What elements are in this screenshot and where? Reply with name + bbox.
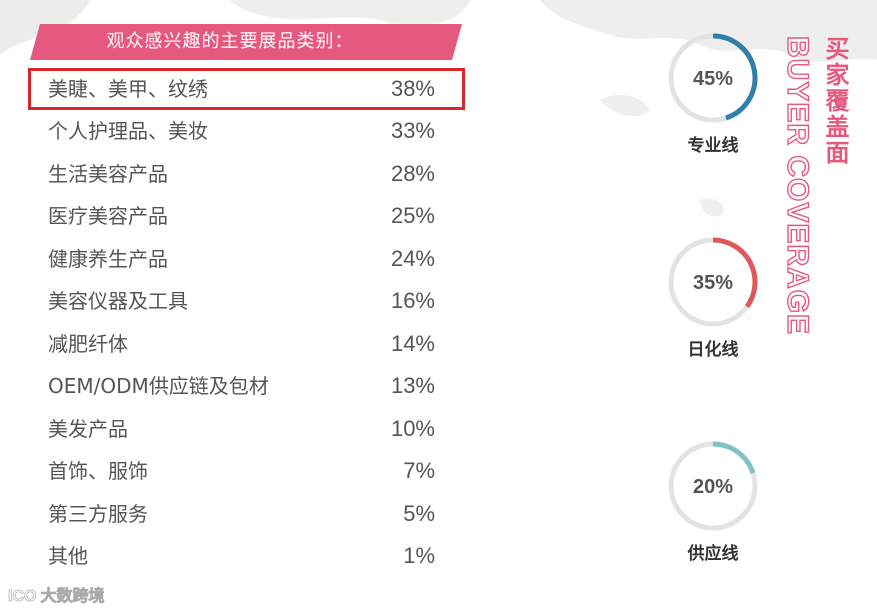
row-category: 美容仪器及工具 [48,289,188,313]
ring-label: 专业线 [687,136,739,156]
row-value: 7% [403,458,435,483]
table-row: 健康养生产品 24% [28,238,465,280]
watermark: ICO 大数跨境 [8,582,105,606]
ring-chart-professional: 45% 专业线 [658,28,768,188]
ring-chart-supply: 20% 供应线 [658,436,768,596]
header-banner-shape [30,24,462,60]
ring-label: 日化线 [687,340,739,360]
page-title: 观众感兴趣的主要展品类别： [106,31,354,52]
ring-label: 供应线 [687,544,739,564]
ring-arc-value [712,33,758,121]
watermark-text: 大数跨境 [40,586,105,606]
ring-percent: 45% [693,68,733,90]
row-category: OEM/ODM供应链及包材 [48,374,269,398]
row-value: 14% [390,331,435,356]
table-row: 美容仪器及工具 16% [28,280,465,322]
row-category: 个人护理品、美妆 [48,119,208,143]
ring-arc-value [712,237,758,309]
table-row: 美发产品 10% [28,408,465,450]
table-row: 个人护理品、美妆 33% [28,110,465,152]
row-category: 其他 [48,544,88,568]
ring-graphic: 35% [668,237,758,327]
row-value: 5% [403,501,435,526]
map-landmass-right [540,0,877,62]
row-category: 第三方服务 [48,502,148,526]
row-category: 健康养生产品 [48,247,168,271]
row-value: 1% [403,543,435,568]
map-landmass-island [600,94,650,116]
row-value: 38% [390,76,435,101]
ring-percent: 35% [693,272,733,294]
side-title-english: BUYER COVERAGE [780,35,814,336]
row-value: 10% [390,416,435,441]
ring-arc-value [712,441,756,474]
row-category: 医疗美容产品 [48,204,168,228]
ring-chart-daily-chemical: 35% 日化线 [658,232,768,392]
row-value: 25% [390,203,435,228]
ring-graphic: 20% [668,441,758,531]
ring-percent: 20% [693,476,733,498]
row-category: 美睫、美甲、纹绣 [48,77,208,101]
table-row-highlighted: 美睫、美甲、纹绣 38% [28,68,465,110]
row-category: 减肥纤体 [48,332,128,356]
table-row: 减肥纤体 14% [28,323,465,365]
row-category: 生活美容产品 [48,162,168,186]
buyer-coverage-title: 买家覆盖面 BUYER COVERAGE [780,35,849,336]
ring-graphic: 45% [668,33,758,123]
row-value: 13% [390,373,435,398]
table-row: 医疗美容产品 25% [28,195,465,237]
table-row: 其他 1% [28,535,465,577]
side-title-chinese: 买家覆盖面 [821,36,849,166]
row-value: 16% [390,288,435,313]
row-category: 美发产品 [48,417,128,441]
row-value: 28% [390,161,435,186]
watermark-logo: ICO [8,588,37,606]
map-landmass-top [230,0,470,25]
row-value: 33% [390,118,435,143]
table-row: OEM/ODM供应链及包材 13% [28,365,465,407]
row-category: 首饰、服饰 [48,459,148,483]
map-landmass-island [700,198,724,217]
table-row: 首饰、服饰 7% [28,450,465,492]
row-value: 24% [390,246,435,271]
table-row: 生活美容产品 28% [28,153,465,195]
table-row: 第三方服务 5% [28,493,465,535]
